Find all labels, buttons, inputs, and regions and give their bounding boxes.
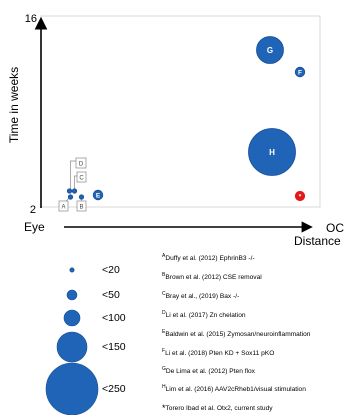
reference-text: Lim et al. (2016) AAV2cRheb1/visual stim…: [165, 386, 306, 394]
size-legend-circle: [56, 331, 88, 363]
size-legend-label: <100: [102, 312, 126, 324]
size-legend-label: <150: [102, 341, 126, 353]
reference-key: A: [162, 253, 166, 259]
reference-item: CBray et al., (2019) Bax -/-: [162, 291, 239, 300]
reference-text: Li et al. (2017) Zn chelation: [165, 312, 246, 320]
data-point-e: [92, 189, 104, 201]
reference-text: De Lima et al. (2012) Pten flox: [165, 368, 255, 376]
reference-text: Baldwin et al. (2015) Zymosan/neuroinfla…: [165, 331, 311, 339]
reference-item: GDe Lima et al. (2012) Pten flox: [162, 366, 255, 375]
point-label-box-b: [76, 200, 87, 212]
reference-key: B: [162, 272, 166, 278]
reference-item: ADuffy et al. (2012) EphrinB3 -/-: [162, 253, 255, 262]
x-axis-start-label: Eye: [24, 220, 45, 234]
reference-key: F: [162, 348, 166, 354]
y-tick-label: 2: [30, 204, 36, 216]
x-axis-end-label: OC: [326, 221, 344, 235]
y-tick-label: 16: [25, 13, 37, 25]
x-axis-label: Distance: [294, 234, 341, 248]
point-label-c: C: [79, 176, 84, 182]
y-axis-label: Time in weeks: [7, 67, 21, 143]
callout-line-d: [70, 160, 76, 191]
size-legend-label: <20: [102, 264, 120, 276]
size-legend-label: <250: [102, 383, 126, 395]
point-label-b: B: [79, 205, 83, 211]
data-point-f: [294, 66, 306, 78]
reference-key: G: [162, 366, 166, 372]
point-label-d: D: [79, 162, 84, 168]
size-legend-circle: [45, 362, 99, 416]
point-label-f: F: [298, 69, 302, 76]
point-label-box-c: [76, 171, 87, 183]
reference-text: Bray et al., (2019) Bax -/-: [165, 293, 240, 301]
reference-key: D: [162, 310, 166, 316]
reference-text: Li et al. (2018) Pten KD + Sox11 pKO: [165, 350, 275, 358]
size-legend-circle: [66, 289, 78, 301]
data-point-c: [71, 188, 78, 194]
point-label-star: *: [299, 193, 302, 200]
point-label-box-a: [58, 200, 69, 212]
size-legend-label: <50: [102, 289, 120, 301]
reference-key: C: [162, 291, 166, 297]
size-legend-circle: [63, 309, 81, 327]
reference-key: *: [162, 403, 166, 413]
reference-text: Brown et al. (2012) CSE removal: [165, 274, 262, 282]
reference-text: Duffy et al. (2012) EphrinB3 -/-: [165, 255, 255, 263]
data-point-star: [293, 189, 307, 203]
reference-text: Torero Ibad et al. Otx2, current study: [165, 405, 273, 412]
point-label-g: G: [267, 46, 273, 55]
reference-item: DLi et al. (2017) Zn chelation: [162, 310, 246, 319]
data-point-d: [66, 188, 73, 194]
data-point-a: [67, 194, 74, 200]
reference-key: E: [162, 329, 166, 335]
callout-line-c: [74, 175, 77, 191]
point-label-e: E: [96, 192, 101, 199]
data-point-g: [256, 36, 284, 64]
data-point-h: [248, 128, 296, 176]
reference-item: *Torero Ibad et al. Otx2, current study: [162, 403, 273, 413]
point-label-h: H: [269, 148, 275, 157]
reference-item: EBaldwin et al. (2015) Zymosan/neuroinfl…: [162, 329, 310, 338]
reference-item: FLi et al. (2018) Pten KD + Sox11 pKO: [162, 348, 274, 357]
size-legend-circle: [69, 267, 75, 273]
reference-item: HLim et al. (2016) AAV2cRheb1/visual sti…: [162, 384, 306, 393]
point-label-a: A: [61, 205, 65, 211]
reference-item: BBrown et al. (2012) CSE removal: [162, 272, 262, 281]
reference-key: H: [162, 384, 166, 390]
point-label-box-d: [75, 157, 87, 169]
data-point-b: [78, 194, 85, 200]
